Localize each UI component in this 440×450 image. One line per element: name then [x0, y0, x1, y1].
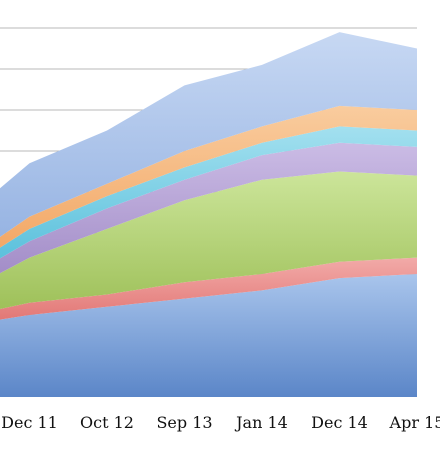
- x-tick-label: Dec 11: [1, 413, 58, 432]
- area-series-5: [0, 126, 417, 259]
- x-tick-label: Dec 14: [311, 413, 368, 432]
- area-series-4: [0, 142, 417, 274]
- x-tick-label: Apr 15: [389, 413, 440, 432]
- area-series-1: [0, 274, 417, 397]
- x-tick-label: Jan 14: [234, 413, 288, 432]
- area-series-group: [0, 32, 417, 397]
- area-series-3: [0, 171, 417, 309]
- area-series-2: [0, 257, 417, 320]
- area-series-6: [0, 105, 417, 248]
- x-tick-label: Sep 13: [156, 413, 212, 432]
- x-tick-label: Oct 12: [80, 413, 134, 432]
- area-series-7: [0, 32, 417, 237]
